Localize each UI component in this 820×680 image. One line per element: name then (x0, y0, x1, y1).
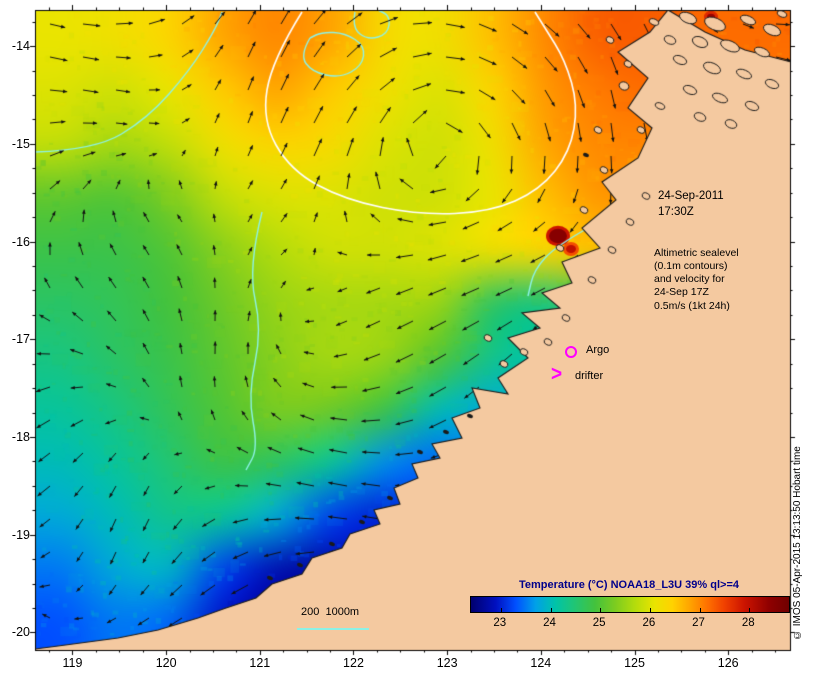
colorbar-tick (600, 608, 602, 612)
colorbar-tick (649, 608, 651, 612)
colorbar-tick-label: 28 (741, 617, 755, 629)
argo-label: Argo (586, 344, 610, 356)
altimetric-note: Altimetric sealevel (0.1m contours) and … (654, 247, 739, 312)
colorbar-tick (699, 608, 701, 612)
scale-label: 200 1000m (301, 606, 360, 618)
y-tick-label: -19 (11, 527, 30, 542)
colorbar (470, 596, 790, 613)
colorbar-tick (550, 608, 552, 612)
x-tick-label: 125 (624, 656, 645, 670)
y-tick-label: -16 (11, 234, 30, 249)
drifter-label: drifter (575, 370, 604, 382)
y-tick-label: -14 (11, 39, 30, 54)
colorbar-tick-label: 27 (692, 617, 705, 629)
colorbar-tick (500, 608, 502, 612)
x-tick-label: 124 (530, 656, 552, 670)
credit-text: © IMOS 05-Apr-2015 13:13:50 Hobart time (792, 446, 803, 640)
drifter-marker-icon: > (551, 362, 563, 386)
argo-marker-icon (565, 346, 577, 358)
y-tick-label: -15 (11, 136, 30, 151)
x-tick-label: 123 (436, 656, 458, 670)
isobath-scale-line (297, 628, 369, 630)
colorbar-tick (749, 608, 751, 612)
x-tick-label: 121 (249, 656, 271, 670)
colorbar-tick-label: 25 (592, 617, 606, 629)
colorbar-tick-label: 23 (493, 617, 507, 629)
y-tick-label: -20 (11, 625, 30, 640)
y-tick-label: -18 (11, 429, 30, 444)
x-tick-label: 122 (343, 656, 364, 670)
x-tick-label: 120 (155, 656, 177, 670)
colorbar-tick-label: 26 (642, 617, 656, 629)
colorbar-tick-label: 24 (543, 617, 556, 629)
timestamp-annotation: 24-Sep-2011 17:30Z (658, 190, 724, 218)
x-tick-label: 126 (717, 656, 739, 670)
colorbar-title: Temperature (°C) NOAA18_L3U 39% ql>=4 (519, 579, 739, 591)
x-tick-label: 119 (62, 656, 83, 670)
y-tick-label: -17 (11, 332, 30, 347)
